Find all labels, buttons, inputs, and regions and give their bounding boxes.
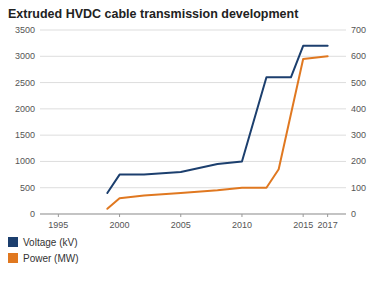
- x-tick: [241, 214, 242, 217]
- y-tick-label: 1500: [15, 130, 35, 140]
- grid-line: [40, 187, 346, 188]
- grid-line: [40, 82, 346, 83]
- grid-line: [40, 108, 346, 109]
- legend-swatch: [8, 237, 18, 247]
- y2-tick-label: 0: [351, 209, 356, 219]
- grid-line: [40, 161, 346, 162]
- legend-label: Power (MW): [23, 253, 79, 264]
- y-tick-label: 3000: [15, 51, 35, 61]
- y-tick-label: 500: [20, 183, 35, 193]
- grid-line: [40, 135, 346, 136]
- series-line: [107, 46, 327, 193]
- y2-tick-label: 400: [351, 104, 366, 114]
- y2-tick-label: 500: [351, 78, 366, 88]
- x-tick-label: 2015: [293, 220, 313, 230]
- x-tick: [58, 214, 59, 217]
- x-tick-label: 1995: [48, 220, 68, 230]
- series-line: [107, 56, 327, 208]
- x-axis-line: [40, 214, 346, 215]
- y-tick-label: 3500: [15, 25, 35, 35]
- grid: [40, 30, 346, 214]
- legend-label: Voltage (kV): [23, 237, 77, 248]
- y2-tick-label: 100: [351, 183, 366, 193]
- legend-swatch: [8, 253, 18, 263]
- x-tick: [303, 214, 304, 217]
- x-tick-label: 2005: [171, 220, 191, 230]
- y2-tick-label: 300: [351, 130, 366, 140]
- y2-tick-label: 600: [351, 51, 366, 61]
- y-tick-label: 2000: [15, 104, 35, 114]
- y-tick-label: 0: [30, 209, 35, 219]
- grid-line: [40, 30, 346, 31]
- x-tick: [119, 214, 120, 217]
- title: Extruded HVDC cable transmission develop…: [8, 7, 299, 21]
- x-tick-label: 2000: [110, 220, 130, 230]
- grid-line: [40, 214, 346, 215]
- legend: Voltage (kV) Power (MW): [8, 237, 79, 264]
- x-tick: [180, 214, 181, 217]
- x-tick-label: 2010: [232, 220, 252, 230]
- chart: Extruded HVDC cable transmission develop…: [0, 0, 378, 294]
- lines: [107, 46, 327, 209]
- y2-tick-label: 700: [351, 25, 366, 35]
- y-tick-label: 1000: [15, 156, 35, 166]
- x-tick-label: 2017: [318, 220, 338, 230]
- x-tick: [327, 214, 328, 217]
- y2-tick-label: 200: [351, 156, 366, 166]
- y-tick-label: 2500: [15, 78, 35, 88]
